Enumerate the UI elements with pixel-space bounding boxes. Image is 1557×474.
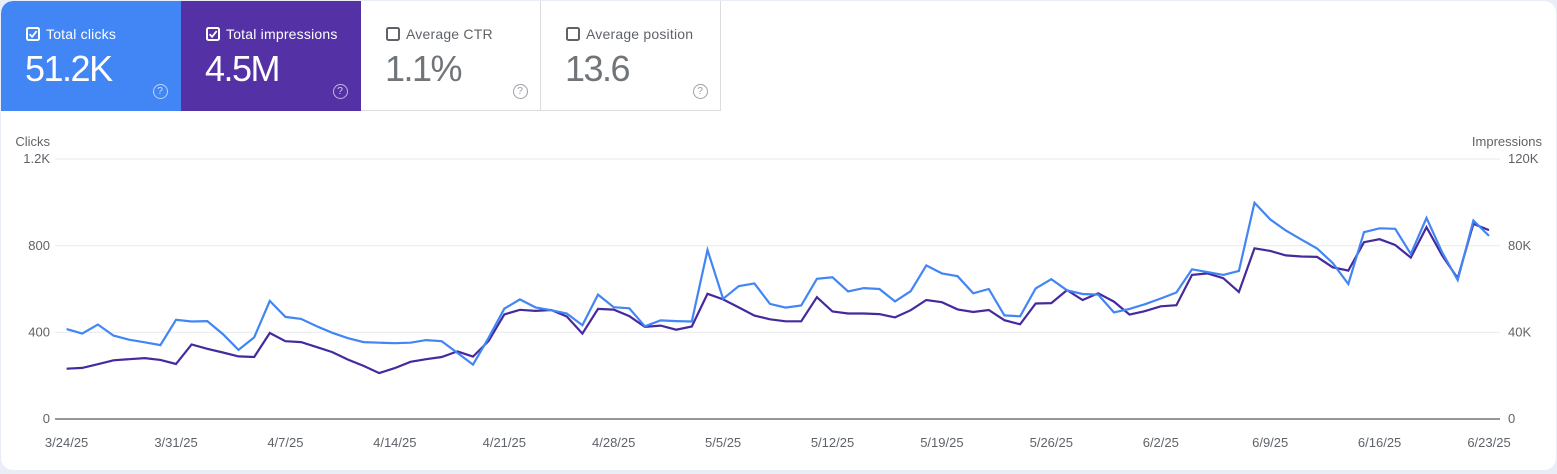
svg-text:4/28/25: 4/28/25	[592, 435, 635, 450]
svg-text:0: 0	[43, 411, 50, 426]
svg-text:5/12/25: 5/12/25	[811, 435, 854, 450]
svg-text:800: 800	[28, 238, 50, 253]
svg-text:5/19/25: 5/19/25	[920, 435, 963, 450]
svg-text:5/26/25: 5/26/25	[1030, 435, 1073, 450]
svg-text:400: 400	[28, 325, 50, 340]
svg-text:3/24/25: 3/24/25	[45, 435, 88, 450]
svg-text:1.2K: 1.2K	[23, 151, 50, 166]
svg-text:40K: 40K	[1508, 325, 1531, 340]
svg-text:80K: 80K	[1508, 238, 1531, 253]
svg-text:6/9/25: 6/9/25	[1252, 435, 1288, 450]
svg-text:4/7/25: 4/7/25	[267, 435, 303, 450]
svg-text:3/31/25: 3/31/25	[154, 435, 197, 450]
svg-text:5/5/25: 5/5/25	[705, 435, 741, 450]
svg-text:4/14/25: 4/14/25	[373, 435, 416, 450]
svg-text:6/23/25: 6/23/25	[1467, 435, 1510, 450]
svg-text:0: 0	[1508, 411, 1515, 426]
svg-text:6/16/25: 6/16/25	[1358, 435, 1401, 450]
svg-text:Impressions: Impressions	[1472, 134, 1543, 149]
svg-text:120K: 120K	[1508, 151, 1539, 166]
svg-text:Clicks: Clicks	[15, 134, 50, 149]
svg-text:4/21/25: 4/21/25	[483, 435, 526, 450]
svg-text:6/2/25: 6/2/25	[1143, 435, 1179, 450]
